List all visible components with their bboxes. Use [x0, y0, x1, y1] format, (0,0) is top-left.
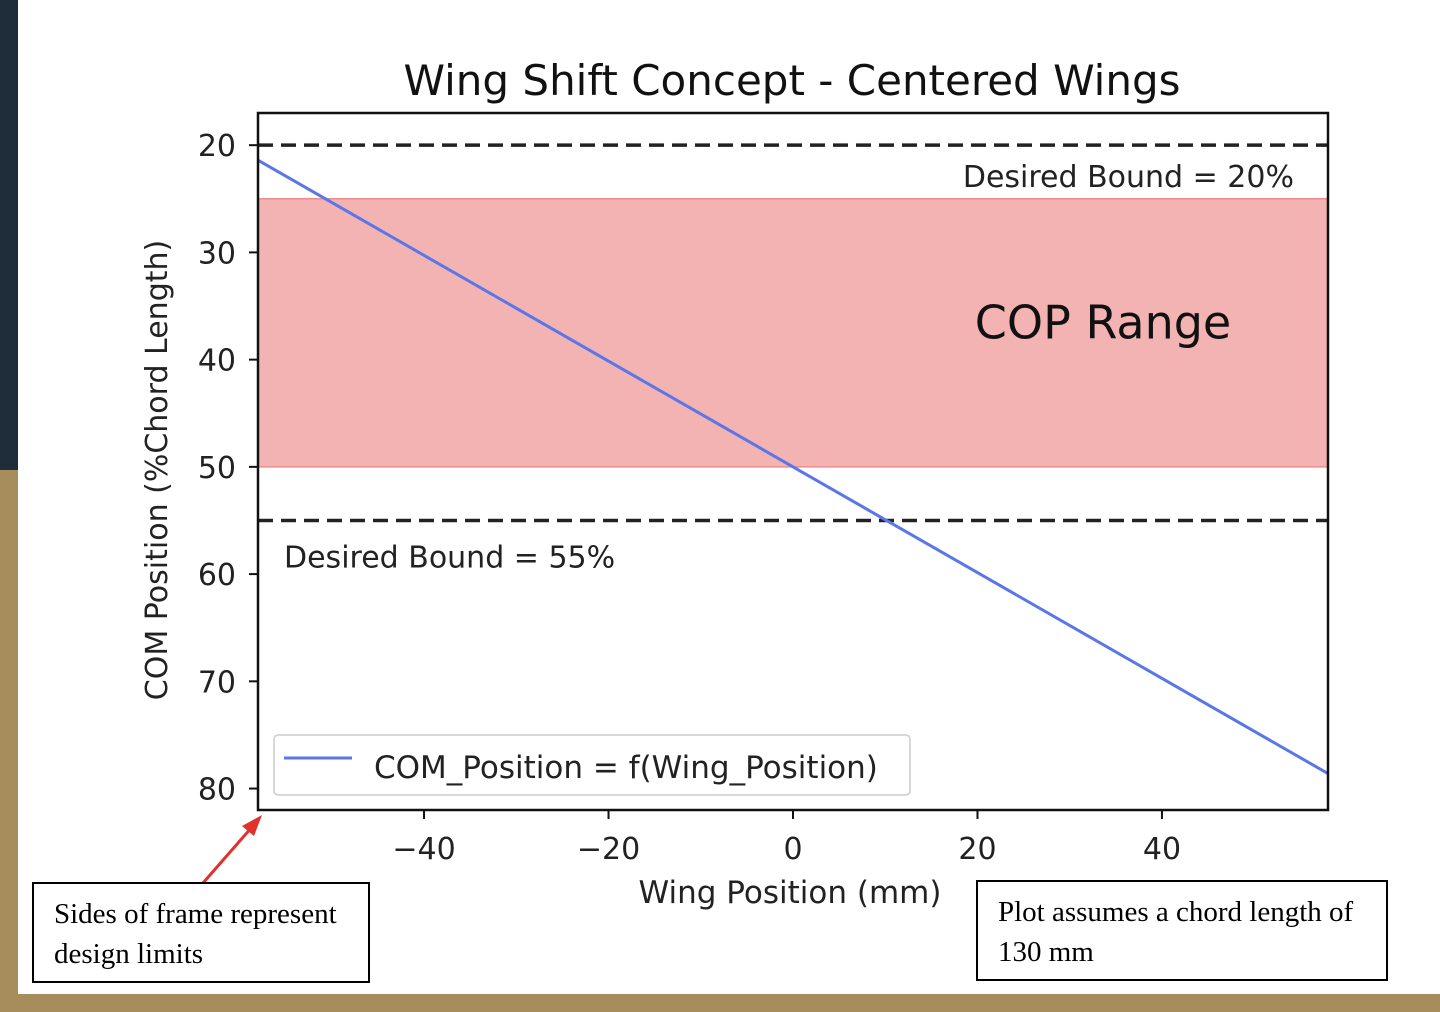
bound-label-20: Desired Bound = 20%	[963, 160, 1294, 195]
y-tick-label-4: 60	[198, 558, 236, 593]
annotation-arrow	[201, 815, 262, 884]
bound-label-55: Desired Bound = 55%	[284, 540, 615, 575]
x-tick-label-3: 20	[958, 832, 996, 867]
legend: COM_Position = f(Wing_Position)	[273, 734, 911, 796]
legend-box	[273, 734, 911, 796]
cop-range-label: COP Range	[975, 295, 1231, 349]
x-axis-label: Wing Position (mm)	[639, 875, 942, 911]
series-layer	[257, 158, 1329, 775]
y-tick-label-6: 80	[198, 773, 236, 808]
x-tick-label-1: −20	[577, 832, 640, 867]
y-tick-label-2: 40	[198, 344, 236, 379]
series-line-0	[257, 158, 1329, 775]
note-design-limits-text: Sides of frame represent design limits	[54, 898, 337, 970]
background-gold-panel	[0, 470, 18, 1012]
chart-title: Wing Shift Concept - Centered Wings	[404, 56, 1181, 105]
legend-label-0: COM_Position = f(Wing_Position)	[374, 750, 878, 786]
y-tick-label-3: 50	[198, 451, 236, 486]
arrow-head	[242, 815, 262, 836]
y-tick-label-5: 70	[198, 665, 236, 700]
y-axis-label: COM Position (%Chord Length)	[140, 240, 175, 700]
y-tick-label-0: 20	[198, 129, 236, 164]
arrow-shaft	[201, 826, 254, 884]
note-chord-length: Plot assumes a chord length of 130 mm	[976, 880, 1388, 981]
x-tick-label-0: −40	[392, 832, 455, 867]
x-tick-label-2: 0	[783, 832, 802, 867]
background-gold-strip	[0, 994, 1440, 1012]
cop-range-band	[258, 198, 1328, 467]
x-tick-label-4: 40	[1143, 832, 1181, 867]
cop-range-band-layer: COP Range	[258, 198, 1328, 468]
bound-lines-layer: Desired Bound = 20% Desired Bound = 55%	[258, 143, 1328, 575]
note-design-limits: Sides of frame represent design limits	[32, 882, 370, 983]
axes-layer: −40 −20 0 20 40 20 30 40 50 60 70 80 Wing Shift Conc…	[140, 56, 1330, 911]
y-tick-label-1: 30	[198, 236, 236, 271]
note-chord-length-text: Plot assumes a chord length of 130 mm	[998, 896, 1354, 968]
